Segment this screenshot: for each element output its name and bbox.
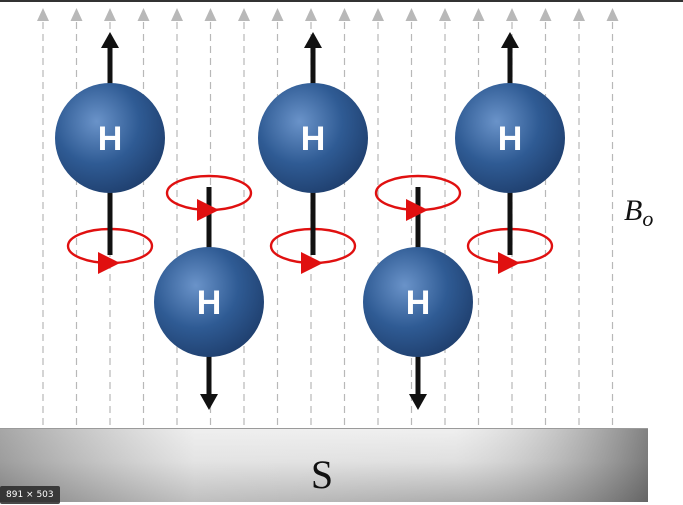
field-label-subscript: o [642,206,653,231]
south-magnet: S [0,428,648,502]
hydrogen-atom-up: H [258,32,368,274]
precession-direction-icon [197,199,219,221]
atom-sphere [363,247,473,357]
field-arrow-icon [573,8,585,21]
atom-sphere [154,247,264,357]
spin-arrow-icon [501,32,519,48]
field-arrow-icon [305,8,317,21]
atom-label: H [406,284,431,322]
field-arrow-icon [472,8,485,21]
hydrogen-atom-down: H [154,174,264,410]
hydrogen-atom-down: H [363,174,473,410]
precession-direction-icon [301,252,323,274]
field-arrow-icon [70,8,83,21]
field-arrow-icon [372,8,384,21]
atom-sphere [55,83,165,193]
spin-arrow-icon [304,32,322,48]
precession-direction-icon [498,252,520,274]
field-label: Bo [624,194,653,231]
field-arrow-icon [405,8,418,21]
field-arrow-icon [439,8,451,21]
field-arrow-icon [104,8,116,21]
spin-arrow-icon [101,32,119,48]
field-arrow-icon [506,8,518,21]
precession-ring-back [165,174,253,194]
atom-sphere [455,83,565,193]
field-arrow-icon [171,8,183,21]
magnet-label: S [311,452,333,497]
image-dimension-badge: 891 × 503 [0,486,60,504]
atom-label: H [301,120,326,158]
atom-sphere [258,83,368,193]
magnetic-field-lines [42,22,614,428]
field-label-main: B [624,194,642,227]
field-direction-arrows [37,8,619,21]
field-arrow-icon [204,8,217,21]
atom-label: H [498,120,523,158]
field-arrow-icon [606,8,619,21]
precession-ring-back [374,174,462,194]
spin-arrow-icon [409,394,427,410]
precession-direction-icon [406,199,428,221]
precession-direction-icon [98,252,120,274]
spin-arrow-icon [200,394,218,410]
atom-label: H [98,120,123,158]
field-arrow-icon [539,8,552,21]
field-arrow-icon [137,8,150,21]
field-arrow-icon [238,8,250,21]
hydrogen-atom-up: H [455,32,565,274]
field-arrow-icon [338,8,351,21]
hydrogen-atom-up: H [55,32,165,274]
field-arrow-icon [37,8,49,21]
atom-label: H [197,284,222,322]
hydrogen-atoms: H H H H H [55,32,565,410]
field-arrow-icon [271,8,284,21]
